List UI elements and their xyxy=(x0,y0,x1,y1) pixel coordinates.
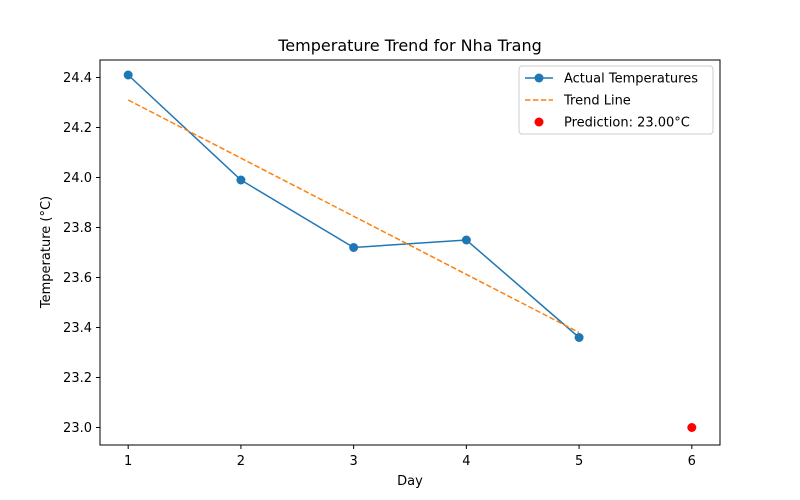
plot-frame xyxy=(99,59,721,446)
legend-marker-actual xyxy=(534,73,544,83)
x-tick-label: 4 xyxy=(462,454,470,469)
data-point-actual-day-4 xyxy=(461,235,471,245)
legend-swatch-prediction xyxy=(534,117,544,127)
data-point-actual-day-1 xyxy=(123,70,133,80)
series-line-trend xyxy=(127,99,580,334)
x-tick-label: 5 xyxy=(575,454,583,469)
legend-label: Prediction: 23.00°C xyxy=(564,116,690,131)
legend-label: Actual Temperatures xyxy=(564,72,698,87)
y-tick-label: 24.4 xyxy=(63,71,92,86)
y-tick-label: 23.4 xyxy=(63,321,92,336)
x-tick-label: 3 xyxy=(349,454,357,469)
y-tick-label: 23.6 xyxy=(63,271,92,286)
x-tick-label: 1 xyxy=(124,454,132,469)
y-axis-label: Temperature (°C) xyxy=(39,196,54,309)
chart-title: Temperature Trend for Nha Trang xyxy=(277,36,542,55)
prediction-point xyxy=(687,423,697,432)
y-tick-label: 24.0 xyxy=(63,171,92,186)
legend-label: Trend Line xyxy=(563,94,631,109)
data-point-actual-day-3 xyxy=(349,243,359,252)
legend: Actual Temperatures Trend Line Prediction:… xyxy=(518,65,714,135)
x-axis-label: Day xyxy=(397,474,423,489)
data-point-actual-day-5 xyxy=(574,333,584,342)
x-tick-label: 6 xyxy=(688,454,696,469)
data-point-actual-day-2 xyxy=(236,175,246,185)
y-tick-label: 23.8 xyxy=(63,221,92,236)
y-tick-label: 23.2 xyxy=(63,371,92,386)
legend-box xyxy=(518,65,714,135)
x-tick-label: 2 xyxy=(237,454,245,469)
y-tick-label: 24.2 xyxy=(63,121,92,136)
y-tick-label: 23.0 xyxy=(63,421,92,436)
